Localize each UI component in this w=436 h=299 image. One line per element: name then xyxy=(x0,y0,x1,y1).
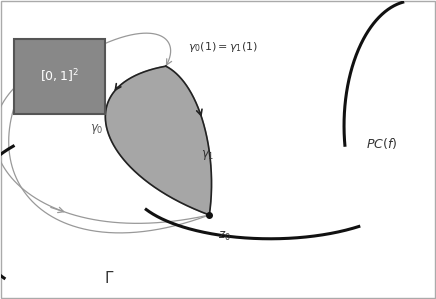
Bar xyxy=(14,39,105,114)
Text: $\gamma_0$: $\gamma_0$ xyxy=(89,122,103,136)
Text: $\Gamma$: $\Gamma$ xyxy=(104,270,115,286)
Polygon shape xyxy=(106,66,211,215)
Text: $\gamma_0(1) = \gamma_1(1)$: $\gamma_0(1) = \gamma_1(1)$ xyxy=(187,40,258,54)
Text: $PC(f)$: $PC(f)$ xyxy=(366,136,397,151)
Text: $z_0$: $z_0$ xyxy=(218,230,231,243)
Text: $[0, 1]^2$: $[0, 1]^2$ xyxy=(40,68,79,86)
Text: $\gamma_1$: $\gamma_1$ xyxy=(201,148,214,162)
